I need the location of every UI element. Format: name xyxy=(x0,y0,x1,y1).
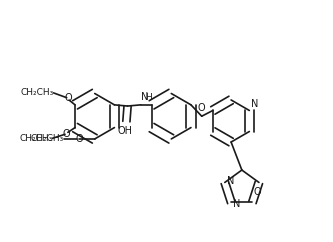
Text: N: N xyxy=(227,176,234,186)
Text: N: N xyxy=(233,199,241,209)
Text: OH: OH xyxy=(118,126,133,136)
Text: O: O xyxy=(75,134,83,144)
Text: H: H xyxy=(145,93,152,102)
Text: O: O xyxy=(63,129,71,139)
Text: O: O xyxy=(254,187,261,197)
Text: N: N xyxy=(142,92,149,102)
Text: CH₂CH₃: CH₂CH₃ xyxy=(20,88,54,97)
Text: O: O xyxy=(64,93,72,103)
Text: CH₂CH₃: CH₂CH₃ xyxy=(30,135,64,144)
Text: O: O xyxy=(198,103,205,113)
Text: CH₂CH₃: CH₂CH₃ xyxy=(19,134,52,143)
Text: N: N xyxy=(250,99,258,109)
